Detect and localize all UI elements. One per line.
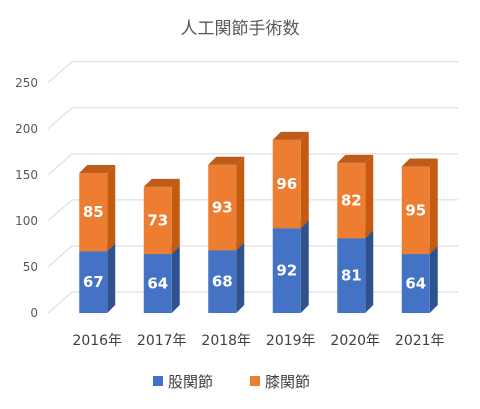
bar-segment: 64 (143, 246, 180, 313)
bars: 67 85 64 73 68 93 92 96 81 82 64 95 (79, 131, 438, 313)
data-label: 92 (276, 262, 297, 280)
legend: 股関節 膝関節 (153, 373, 310, 391)
bar (401, 254, 430, 313)
x-tick-label: 2017年 (137, 333, 187, 349)
gridline (47, 61, 458, 84)
x-axis: 2016年 2017年 2018年 2019年 2020年 2021年 (72, 333, 444, 349)
bar-side (300, 131, 309, 229)
bar (143, 186, 172, 255)
data-label: 64 (405, 275, 426, 293)
bar-side (365, 154, 374, 239)
data-label: 93 (212, 199, 233, 217)
bar-side (107, 165, 116, 252)
bar-segment: 85 (79, 165, 116, 252)
y-tick-label: 0 (30, 306, 38, 320)
gridline (47, 107, 458, 130)
bar (272, 228, 301, 313)
bar-top (401, 158, 438, 167)
data-label: 82 (341, 192, 362, 210)
bar (79, 173, 108, 252)
bar-side (365, 230, 374, 313)
data-label: 96 (276, 175, 297, 193)
bar-top (337, 154, 374, 163)
x-tick-label: 2018年 (201, 333, 251, 349)
bar-segment: 96 (272, 131, 309, 229)
bar (143, 254, 172, 313)
bar-side (300, 220, 309, 313)
bar-side (429, 158, 438, 255)
bar-segment: 93 (208, 156, 245, 251)
bar-side (236, 242, 245, 313)
data-label: 67 (83, 273, 104, 291)
bar-segment: 64 (401, 246, 438, 313)
grid (47, 61, 458, 314)
bar (401, 166, 430, 255)
bar (208, 164, 237, 251)
data-label: 64 (147, 275, 168, 293)
bar-side (171, 246, 180, 313)
data-label: 81 (341, 267, 362, 285)
legend-item: 膝関節 (250, 373, 310, 391)
x-tick-label: 2019年 (266, 333, 316, 349)
bar-segment: 92 (272, 220, 309, 313)
gridline (47, 153, 458, 176)
bar-side (236, 156, 245, 251)
chart-title: 人工関節手術数 (181, 19, 300, 39)
gridline (47, 245, 458, 268)
bar-segment: 95 (401, 158, 438, 255)
data-label: 68 (212, 273, 233, 291)
x-tick-label: 2020年 (330, 333, 380, 349)
data-label: 95 (405, 201, 426, 219)
data-label: 85 (83, 203, 104, 221)
bar-segment: 73 (143, 178, 180, 255)
data-label: 73 (147, 211, 168, 229)
x-tick-label: 2016年 (72, 333, 122, 349)
bar (272, 139, 301, 229)
legend-label: 股関節 (168, 373, 213, 391)
bar-top (79, 165, 116, 174)
legend-swatch (250, 376, 260, 386)
bar-segment: 81 (337, 230, 374, 313)
bar-segment: 68 (208, 242, 245, 313)
bar-side (107, 243, 116, 313)
legend-swatch (153, 376, 163, 386)
y-tick-label: 100 (15, 214, 38, 228)
bar-side (429, 246, 438, 313)
legend-label: 膝関節 (265, 373, 310, 391)
y-tick-label: 250 (15, 76, 38, 90)
bar-side (171, 178, 180, 255)
bar-top (143, 178, 180, 187)
bar (208, 250, 237, 313)
gridline (47, 291, 458, 314)
bar-top (272, 131, 309, 140)
y-tick-label: 150 (15, 168, 38, 182)
bar-segment: 67 (79, 243, 116, 313)
gridline (47, 199, 458, 222)
bar (337, 162, 366, 239)
bar (79, 251, 108, 313)
legend-item: 股関節 (153, 373, 213, 391)
y-tick-label: 200 (15, 122, 38, 136)
y-axis: 0 50 100 150 200 250 (15, 76, 38, 320)
x-tick-label: 2021年 (395, 333, 445, 349)
bar-top (208, 156, 245, 165)
bar-segment: 82 (337, 154, 374, 239)
y-tick-label: 50 (23, 260, 38, 274)
bar (337, 238, 366, 313)
